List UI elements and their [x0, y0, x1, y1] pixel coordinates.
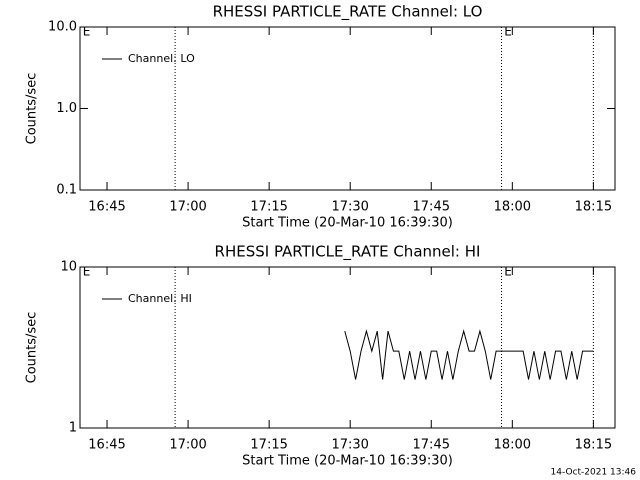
- x-tick-label: 17:15: [250, 200, 287, 215]
- data-line: [344, 329, 594, 380]
- x-tick-label: 18:00: [494, 438, 531, 453]
- x-tick-label: 17:15: [250, 438, 287, 453]
- annotation: E: [504, 265, 512, 279]
- x-tick-label: 17:30: [331, 200, 368, 215]
- y-tick-label: 0.1: [56, 183, 77, 198]
- x-tick-label: 18:15: [575, 200, 612, 215]
- y-tick-label: 1.0: [56, 101, 77, 116]
- legend-label: Channel: LO: [128, 52, 195, 65]
- x-tick-label: 17:00: [169, 200, 206, 215]
- y-tick-label: 10: [60, 260, 77, 275]
- x-tick-label: 18:00: [494, 200, 531, 215]
- y-axis-label: Counts/sec: [25, 73, 40, 145]
- x-tick-label: 16:45: [88, 200, 125, 215]
- plot-frame: [79, 266, 616, 429]
- x-tick-label: 16:45: [88, 438, 125, 453]
- chart-title: RHESSI PARTICLE_RATE Channel: LO: [213, 3, 483, 22]
- annotation: E: [504, 25, 512, 39]
- y-tick-label: 1: [69, 421, 77, 436]
- x-axis-label: Start Time (20-Mar-10 16:39:30): [242, 216, 453, 231]
- legend-label: Channel: HI: [128, 292, 192, 305]
- x-axis-label: Start Time (20-Mar-10 16:39:30): [242, 454, 453, 469]
- y-tick-label: 10.0: [48, 20, 77, 35]
- annotation: E: [83, 265, 91, 279]
- y-axis-label: Counts/sec: [25, 312, 40, 384]
- chart-title: RHESSI PARTICLE_RATE Channel: HI: [215, 243, 481, 262]
- annotation: E: [83, 25, 91, 39]
- x-tick-label: 17:30: [331, 438, 368, 453]
- x-tick-label: 18:15: [575, 438, 612, 453]
- x-tick-label: 17:00: [169, 438, 206, 453]
- x-tick-label: 17:45: [413, 438, 450, 453]
- footer: 14-Oct-2021 13:46: [551, 468, 637, 478]
- x-tick-label: 17:45: [413, 200, 450, 215]
